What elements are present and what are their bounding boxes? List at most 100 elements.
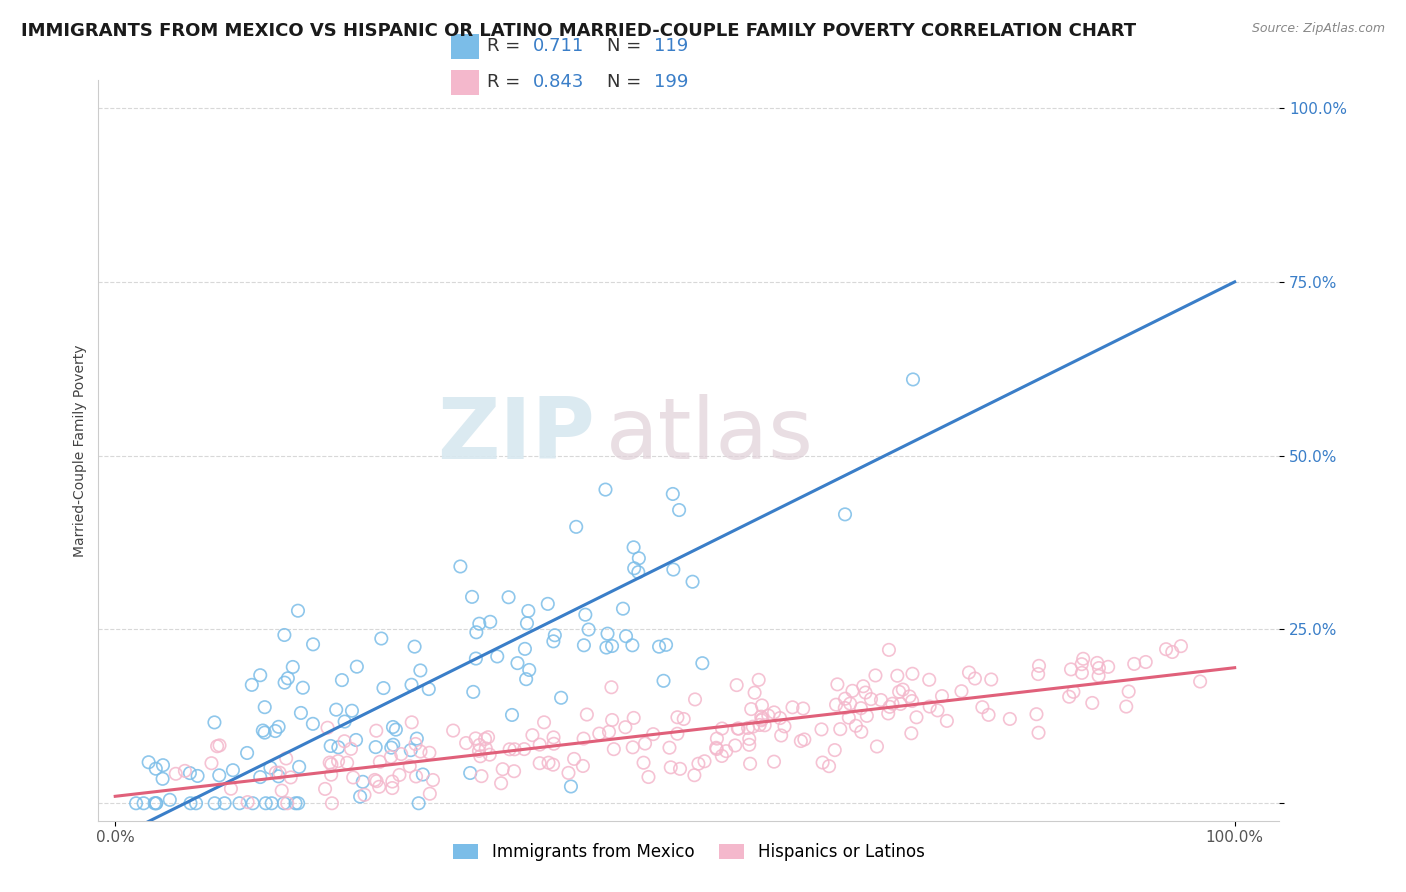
Text: atlas: atlas [606,394,814,477]
Point [132,797,155,811]
Point [598,724,620,739]
Point [501,708,523,723]
Point [461,590,484,604]
Point [877,643,900,657]
Point [1115,699,1137,714]
Point [314,781,336,796]
Point [405,737,427,751]
Point [572,731,595,746]
Point [498,742,520,756]
Point [264,765,287,780]
Point [479,615,502,629]
Point [515,672,537,686]
Point [219,781,242,796]
Point [900,726,922,740]
Point [468,744,491,758]
Point [382,738,405,752]
Point [302,716,325,731]
Point [882,697,904,711]
Point [422,772,444,787]
Point [662,563,685,577]
Point [280,771,302,785]
Point [682,574,704,589]
Point [344,733,367,747]
Point [340,704,363,718]
Point [827,677,849,691]
Point [333,734,356,748]
Point [541,757,564,772]
Point [866,739,889,754]
Point [773,719,796,733]
Point [273,797,295,811]
Point [1097,660,1119,674]
Point [125,797,148,811]
Point [276,797,298,811]
Point [373,681,395,695]
Point [824,743,846,757]
Point [517,663,540,677]
Point [291,681,314,695]
Point [228,797,250,811]
Point [412,767,434,781]
Point [404,640,426,654]
Point [242,797,264,811]
Point [737,721,759,735]
Text: R =: R = [486,37,526,55]
Point [464,651,486,665]
Point [727,722,749,736]
Point [763,706,786,720]
Point [325,703,347,717]
Point [754,718,776,732]
Point [405,769,427,783]
Point [165,766,187,780]
Point [714,744,737,758]
Point [288,760,311,774]
Point [830,722,852,736]
Point [852,679,875,693]
Point [851,724,873,739]
Point [659,760,682,774]
Point [977,707,1000,722]
Point [710,748,733,763]
Point [693,754,716,768]
Point [200,756,222,771]
Point [319,739,342,753]
Point [1087,669,1109,683]
Point [725,678,748,692]
Point [468,616,491,631]
Point [751,712,773,726]
Point [486,649,509,664]
Point [643,727,665,741]
Point [463,685,485,699]
Point [706,731,728,746]
Point [316,721,339,735]
Point [688,756,710,771]
Point [627,551,650,566]
Point [380,750,402,764]
Point [727,722,749,736]
Point [672,712,695,726]
Point [1057,690,1080,704]
Text: IMMIGRANTS FROM MEXICO VS HISPANIC OR LATINO MARRIED-COUPLE FAMILY POVERTY CORRE: IMMIGRANTS FROM MEXICO VS HISPANIC OR LA… [21,22,1136,40]
Point [623,561,645,575]
Point [401,678,423,692]
Point [252,723,274,738]
Point [572,638,595,652]
Point [724,739,747,753]
Text: N =: N = [607,73,647,91]
Point [385,723,408,737]
Point [364,772,387,787]
Point [284,797,307,811]
Point [980,673,1002,687]
Point [901,694,924,708]
Point [621,638,644,652]
Point [267,769,290,783]
Point [254,797,277,811]
Point [249,668,271,682]
Point [751,713,773,727]
Point [856,709,879,723]
Point [346,659,368,673]
Point [152,772,174,786]
Point [834,691,856,706]
Point [574,607,596,622]
